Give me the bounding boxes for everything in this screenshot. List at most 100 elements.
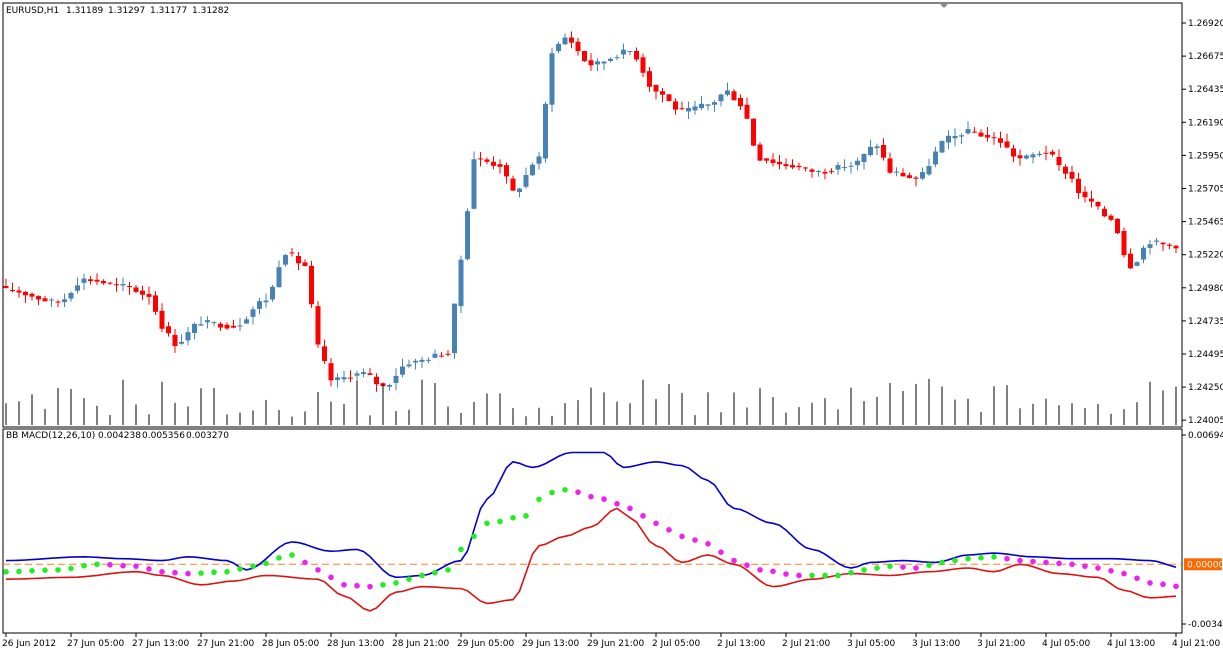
candle[interactable] [543,102,548,163]
candle[interactable] [1076,172,1081,199]
candle[interactable] [556,41,561,54]
candle[interactable] [575,37,581,56]
candle[interactable] [315,301,321,348]
candle[interactable] [764,158,769,164]
candle[interactable] [634,47,639,62]
candle[interactable] [192,322,197,340]
candle[interactable] [322,339,327,364]
candle[interactable] [861,153,867,170]
candle[interactable] [1037,151,1042,157]
candle[interactable] [127,281,132,295]
candle[interactable] [608,57,613,63]
candle[interactable] [250,306,256,325]
candle[interactable] [10,282,15,293]
candle[interactable] [1024,154,1029,160]
candle[interactable] [985,127,990,142]
candle[interactable] [829,168,834,174]
candle[interactable] [1056,149,1062,171]
candle[interactable] [146,286,152,305]
candle[interactable] [75,277,80,294]
candle[interactable] [946,130,951,150]
candle[interactable] [185,326,191,346]
candle[interactable] [29,292,35,301]
candle[interactable] [432,349,438,359]
candle[interactable] [653,84,659,100]
candle[interactable] [705,104,711,111]
candle[interactable] [510,175,516,191]
candle[interactable] [354,370,360,382]
candle[interactable] [140,285,145,301]
candle[interactable] [426,357,431,364]
candle[interactable] [1004,133,1010,149]
candle[interactable] [328,357,334,387]
candle[interactable] [582,50,587,62]
candle[interactable] [835,161,841,175]
candle[interactable] [601,61,607,71]
candle[interactable] [361,368,366,378]
candle[interactable] [367,367,373,375]
candle[interactable] [55,300,61,307]
candle[interactable] [1043,145,1049,161]
candle[interactable] [445,350,451,357]
candle[interactable] [790,159,795,170]
candle[interactable] [699,96,704,111]
candle[interactable] [952,128,958,147]
candle[interactable] [302,259,308,267]
candle[interactable] [783,158,789,170]
chart-shift-marker-icon[interactable] [939,3,949,8]
candle[interactable] [686,101,691,120]
candle[interactable] [803,167,808,172]
candle[interactable] [1154,237,1159,246]
candle[interactable] [1030,152,1036,164]
candle[interactable] [1102,206,1107,218]
candle[interactable] [133,284,139,294]
candle[interactable] [471,151,477,210]
candle[interactable] [738,94,743,111]
candle[interactable] [120,277,126,292]
candle[interactable] [666,94,672,102]
candle[interactable] [94,273,100,285]
candle[interactable] [731,89,737,101]
candle[interactable] [387,383,392,391]
candle[interactable] [419,357,425,369]
candle[interactable] [816,169,821,177]
candle[interactable] [16,286,22,298]
candle[interactable] [647,66,652,92]
candle[interactable] [660,87,665,103]
candle[interactable] [49,298,54,307]
candle[interactable] [211,321,217,327]
candle[interactable] [933,146,938,168]
candle[interactable] [777,155,782,170]
candle[interactable] [517,187,522,198]
candle[interactable] [991,132,997,145]
candle[interactable] [757,142,763,162]
candle[interactable] [848,161,854,174]
candle[interactable] [270,285,275,302]
candle[interactable] [588,53,594,72]
candle[interactable] [562,33,568,45]
candle[interactable] [595,58,600,71]
candle[interactable] [114,277,119,292]
price-pane[interactable] [3,31,1179,392]
candle[interactable] [1082,186,1088,203]
candle[interactable] [926,158,932,176]
candle[interactable] [153,291,158,316]
candle[interactable] [224,322,230,330]
candle[interactable] [1147,239,1153,255]
candle[interactable] [1128,248,1133,270]
candle[interactable] [101,279,106,285]
candle[interactable] [972,127,977,134]
candle[interactable] [881,138,886,161]
candle[interactable] [1121,227,1127,258]
candle[interactable] [796,162,802,171]
candle[interactable] [965,121,971,135]
candle[interactable] [640,53,646,77]
candle[interactable] [718,93,724,107]
candle[interactable] [1115,218,1120,235]
candle[interactable] [497,159,503,174]
candle[interactable] [413,358,418,370]
candle[interactable] [478,151,483,167]
candle[interactable] [283,253,288,267]
candle[interactable] [309,260,314,308]
